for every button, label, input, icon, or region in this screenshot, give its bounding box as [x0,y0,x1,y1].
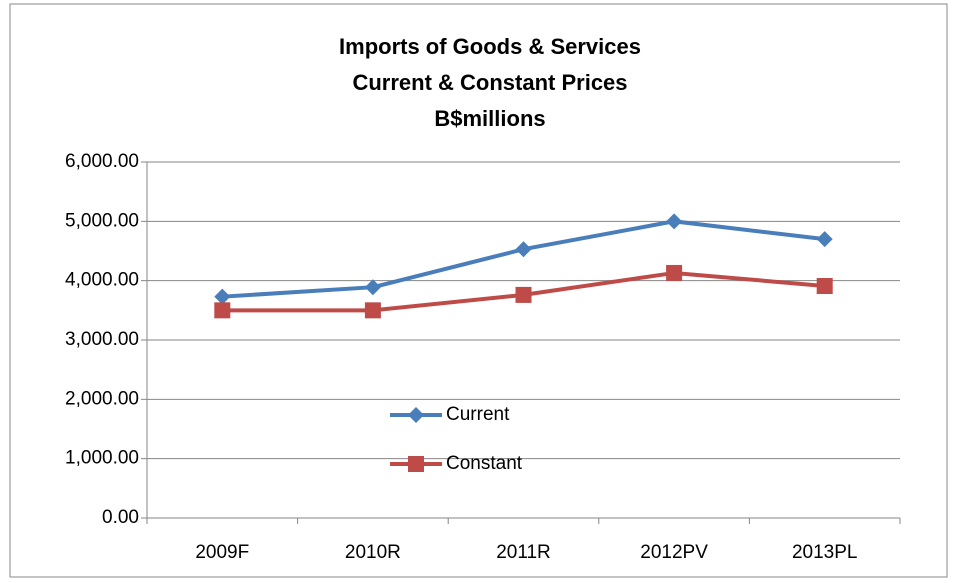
x-tick-label: 2013PL [792,542,858,563]
legend-marker [408,407,424,423]
chart-title: B$millions [434,106,545,131]
x-tick-label: 2012PV [640,542,708,563]
legend-label: Constant [446,453,523,474]
legend-label: Current [446,404,510,425]
data-point [666,213,683,230]
legend-marker [408,456,424,472]
data-point [214,302,231,319]
chart-title: Imports of Goods & Services [339,34,641,59]
y-tick-label: 1,000.00 [65,448,139,469]
y-tick-label: 0.00 [102,507,139,528]
y-tick-label: 4,000.00 [65,270,139,291]
data-point [515,286,532,303]
data-point [364,279,381,296]
y-tick-label: 3,000.00 [65,329,139,350]
data-point [816,231,833,248]
y-tick-label: 6,000.00 [65,151,139,172]
x-tick-label: 2010R [345,542,401,563]
data-point [515,241,532,258]
data-point [214,288,231,305]
data-point [364,302,381,319]
data-point [816,278,833,295]
x-tick-label: 2009F [195,542,249,563]
y-tick-label: 5,000.00 [65,210,139,231]
y-tick-label: 2,000.00 [65,388,139,409]
chart-title: Current & Constant Prices [352,70,627,95]
data-point [666,264,683,281]
chart-frame [9,3,948,578]
x-tick-label: 2011R [496,542,551,563]
